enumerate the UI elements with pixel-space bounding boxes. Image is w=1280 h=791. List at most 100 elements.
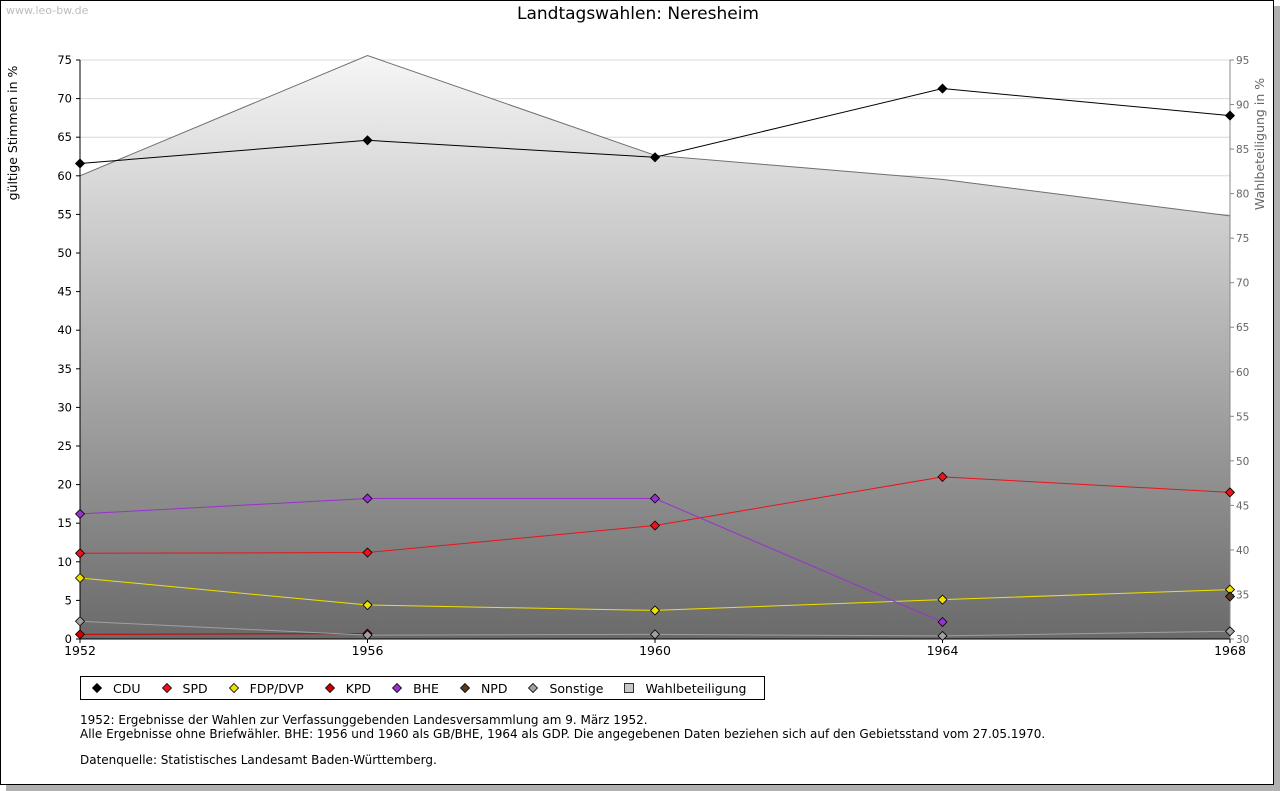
point-spd-1956 [362, 547, 373, 558]
y-tick-label-0: 0 [65, 632, 72, 646]
y2-tick-label-60: 60 [1236, 367, 1249, 379]
y2-tick-label-80: 80 [1236, 189, 1249, 201]
point-sonstige-1964 [937, 630, 948, 641]
y2-axis-label: Wahlbeteiligung in % [1252, 78, 1267, 210]
point-sonstige-1968 [1224, 626, 1236, 637]
point-bhe-1952 [74, 508, 86, 520]
legend-label-cdu: CDU [113, 680, 141, 696]
point-sonstige-1960 [649, 629, 661, 640]
legend-label-wahlbeteiligung: Wahlbeteiligung [645, 680, 747, 696]
y-tick-label-70: 70 [57, 92, 72, 106]
point-bhe-1956 [362, 493, 373, 504]
axes: 0 5 10 15 20 25 30 35 40 45 50 55 60 65 70 75 30 35 40 45 50… [57, 53, 1249, 658]
series-fdp-dvp [74, 572, 1236, 616]
chart-notes: 1952: Ergebnisse der Wahlen zur Verfassu… [80, 713, 1045, 767]
legend-marker-sonstige [528, 682, 539, 694]
series-npd [1224, 591, 1236, 602]
legend-marker-fdp-dvp [228, 682, 239, 694]
legend-marker-npd [459, 682, 471, 694]
y-tick-label-15: 15 [57, 516, 72, 530]
point-spd-1960 [649, 520, 661, 531]
note-source: Datenquelle: Statistisches Landesamt Bad… [80, 753, 437, 767]
y-tick-label-50: 50 [57, 246, 72, 260]
y2-tick-label-50: 50 [1236, 456, 1249, 468]
legend-label-sonstige: Sonstige [549, 680, 604, 696]
y2-tick-label-70: 70 [1236, 278, 1249, 290]
legend-item-sonstige: Sonstige [527, 681, 611, 696]
y-tick-label-60: 60 [57, 169, 72, 183]
legend-item-npd: NPD [459, 681, 516, 696]
x-tick-label-1956: 1956 [352, 643, 384, 658]
y-tick-label-65: 65 [57, 130, 72, 144]
y2-tick-label-55: 55 [1236, 411, 1249, 423]
legend-item-wahlbeteiligung: Wahlbeteiligung [623, 681, 754, 696]
line-kpd-0 [79, 633, 368, 635]
y-tick-label-45: 45 [57, 285, 72, 299]
series-bhe [74, 493, 948, 628]
y-tick-label-35: 35 [57, 362, 72, 376]
legend-marker-kpd [324, 682, 335, 694]
y2-tick-label-30: 30 [1236, 634, 1249, 646]
note-2: Alle Ergebnisse ohne Briefwähler. BHE: 1… [80, 727, 1046, 741]
legend-item-fdp-dvp: FDP/DVP [228, 681, 312, 696]
x-tick-label-1964: 1964 [927, 643, 959, 658]
point-fdp-dvp-1952 [74, 572, 86, 584]
y2-tick-label-35: 35 [1236, 589, 1249, 601]
point-kpd-1952 [74, 629, 86, 640]
series [74, 83, 1236, 641]
point-fdp-dvp-1960 [649, 605, 661, 616]
legend-label-npd: NPD [480, 680, 508, 696]
series-sonstige [74, 616, 1236, 641]
legend-item-kpd: KPD [324, 681, 379, 696]
y-tick-label-20: 20 [57, 478, 72, 492]
x-tick-label-1952: 1952 [64, 643, 96, 658]
y-tick-label-25: 25 [57, 439, 72, 453]
point-cdu-1952 [74, 158, 86, 169]
legend-item-cdu: CDU [91, 681, 149, 696]
watermark: www.leo-bw.de [6, 4, 89, 17]
point-spd-1968 [1224, 487, 1236, 498]
legend: CDU SPD FDP/DVP KPD BHE NPD Sonstige Wahlbeteil… [80, 676, 766, 700]
y2-tick-label-85: 85 [1236, 144, 1249, 156]
point-sonstige-1956 [362, 630, 373, 641]
legend-label-bhe: BHE [413, 680, 439, 696]
point-spd-1964 [937, 471, 948, 482]
legend-label-spd: SPD [182, 680, 208, 696]
y2-tick-label-90: 90 [1236, 100, 1249, 112]
y2-tick-label-45: 45 [1236, 500, 1249, 512]
legend-marker-bhe [391, 682, 403, 694]
series-spd [74, 471, 1236, 559]
y2-tick-label-65: 65 [1236, 322, 1249, 334]
legend-marker-wahlbeteiligung [624, 683, 635, 693]
y-tick-label-5: 5 [65, 593, 72, 607]
y-tick-label-55: 55 [57, 207, 72, 221]
point-fdp-dvp-1956 [362, 599, 373, 611]
x-tick-label-1960: 1960 [639, 643, 671, 658]
point-npd-1968 [1224, 591, 1236, 602]
point-fdp-dvp-1964 [937, 594, 948, 605]
x-tick-label-1968: 1968 [1214, 643, 1246, 658]
point-cdu-1960 [649, 152, 661, 163]
line-bhe-0 [79, 497, 943, 623]
legend-marker-cdu [91, 682, 103, 694]
area-fill-wahlbeteiligung [80, 55, 1230, 640]
legend-item-spd: SPD [161, 681, 216, 696]
y2-tick-label-75: 75 [1236, 233, 1249, 245]
chart-title: Landtagswahlen: Neresheim [517, 4, 759, 24]
y-tick-label-40: 40 [57, 323, 72, 337]
point-spd-1952 [74, 548, 86, 559]
legend-label-kpd: KPD [345, 680, 372, 696]
wahlbeteiligung-area [79, 55, 1231, 640]
y2-tick-label-40: 40 [1236, 545, 1249, 557]
point-sonstige-1952 [74, 616, 86, 627]
point-cdu-1968 [1224, 110, 1236, 121]
y2-tick-label-95: 95 [1236, 55, 1249, 67]
legend-label-fdp-dvp: FDP/DVP [249, 680, 304, 696]
y-tick-label-30: 30 [57, 400, 72, 414]
series-cdu [74, 83, 1236, 169]
y-tick-label-75: 75 [57, 53, 72, 67]
legend-item-bhe: BHE [391, 681, 447, 696]
point-cdu-1956 [362, 135, 373, 146]
point-bhe-1964 [937, 616, 948, 628]
